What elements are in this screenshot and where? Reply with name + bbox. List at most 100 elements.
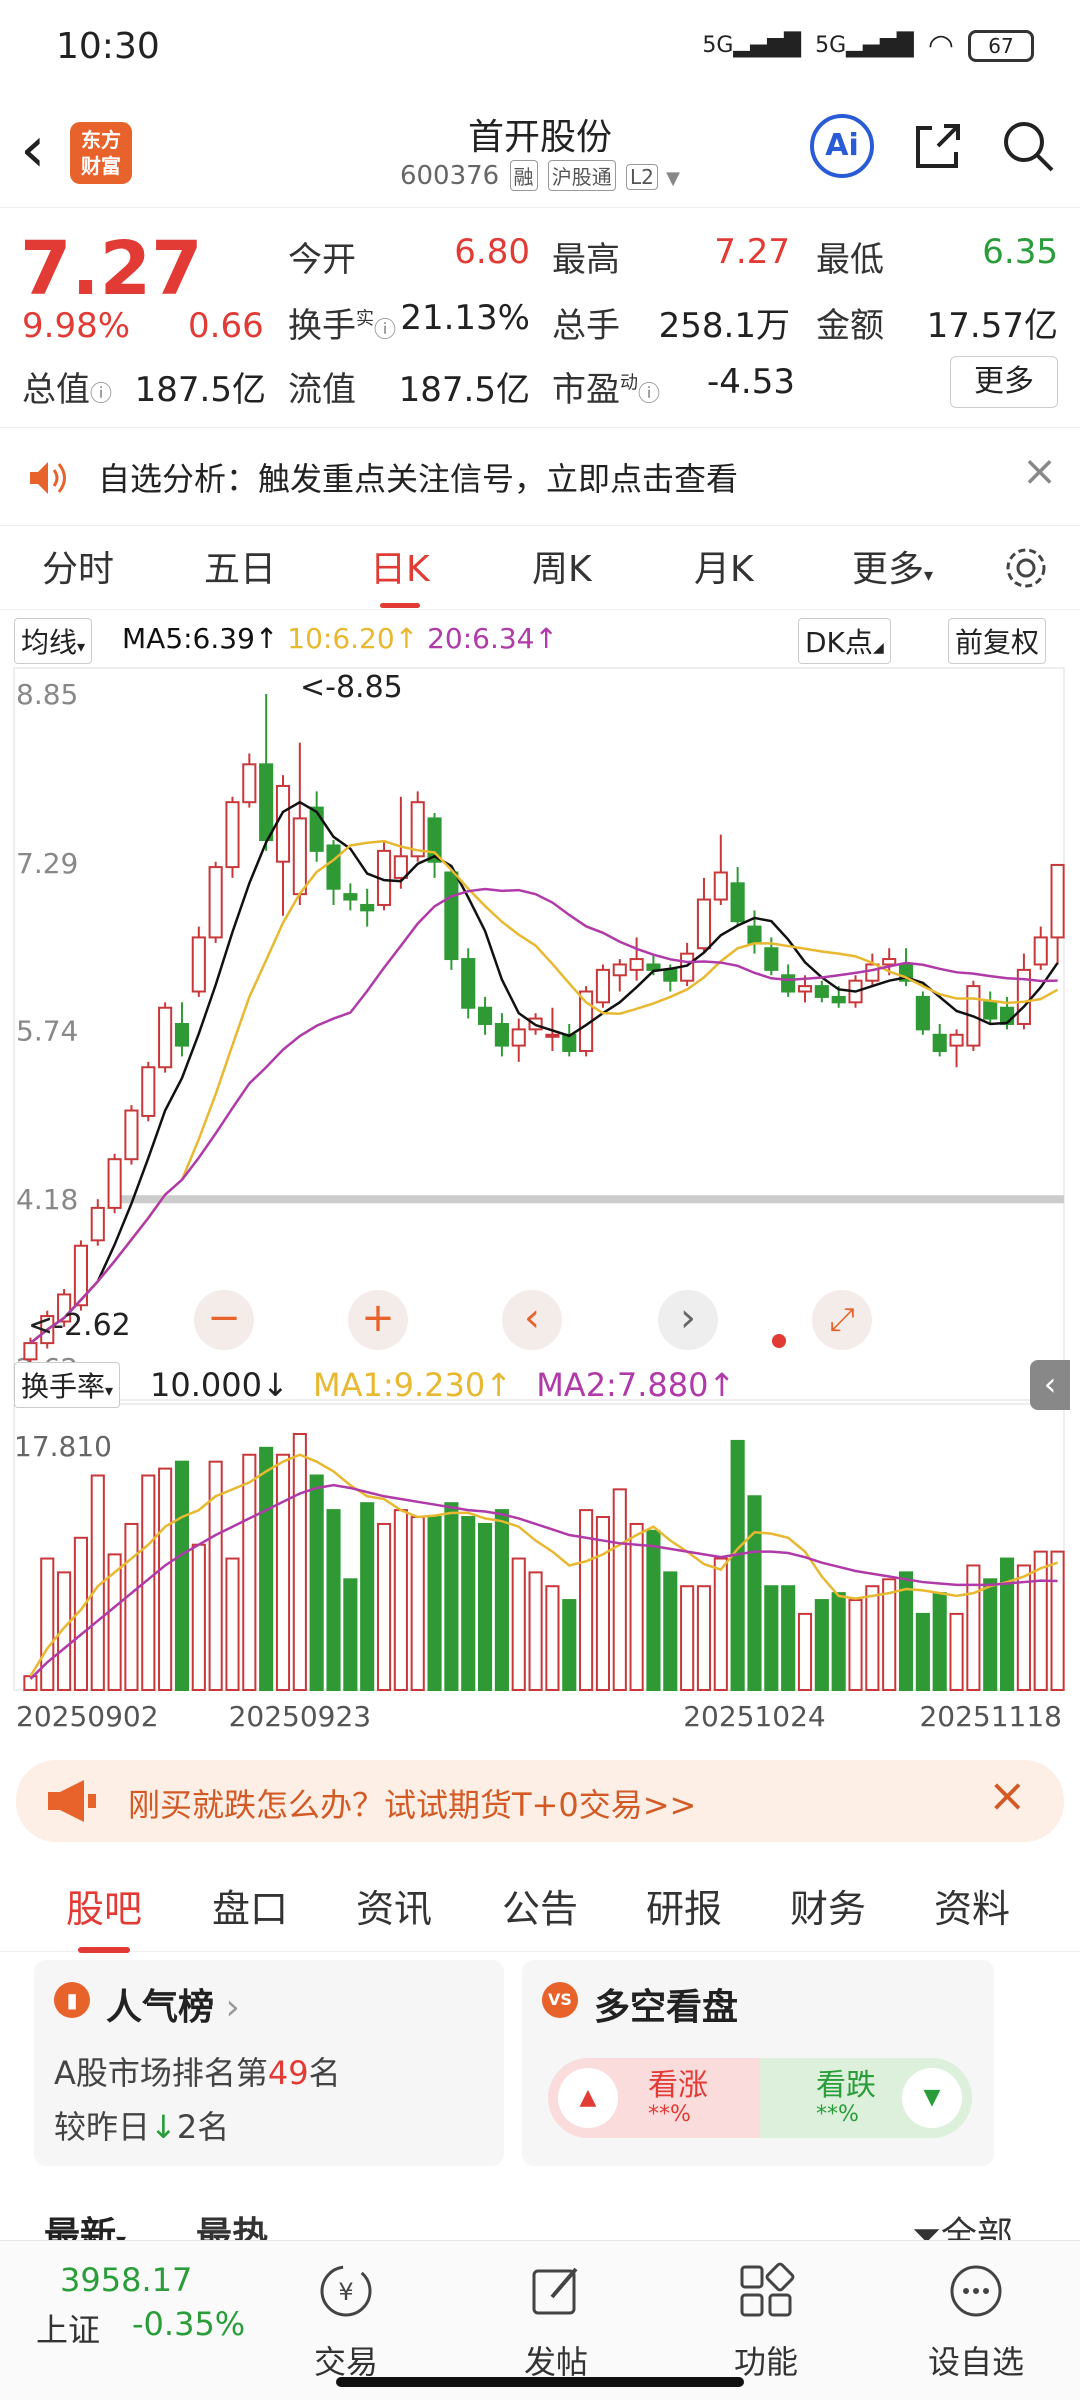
tab-news[interactable]: 资讯 xyxy=(356,1887,433,1931)
turnover-bar xyxy=(275,1453,291,1692)
nav-add-watchlist[interactable]: 设自选 xyxy=(906,2261,1046,2383)
indicator-select[interactable]: 均线▾ xyxy=(14,618,93,664)
nav-trade[interactable]: ¥ 交易 xyxy=(276,2261,416,2383)
tab-daily-k[interactable]: 日K xyxy=(370,540,430,608)
quote-panel: 7.27 9.98% 0.66 今开 6.80 最高 7.27 最低 6.35 … xyxy=(0,208,1080,428)
svg-text:¥: ¥ xyxy=(338,2278,353,2306)
turnover-bar xyxy=(612,1488,627,1692)
stock-header: ‹ 东方 财富 首开股份 600376 融 沪股通 L2 ▼ Ai xyxy=(0,100,1080,208)
popularity-card[interactable]: ▮ 人气榜 › A股市场排名第49名 较昨日↓2名 xyxy=(34,1960,504,2166)
tab-more-label: 更多 xyxy=(852,549,925,590)
sub-indicator-select[interactable]: 换手率▾ xyxy=(14,1362,121,1408)
candle xyxy=(595,968,610,1004)
tab-intraday[interactable]: 分时 xyxy=(42,549,115,590)
open-label: 今开 xyxy=(288,240,356,280)
tab-announcements[interactable]: 公告 xyxy=(502,1887,579,1931)
turnover-bar xyxy=(376,1522,392,1691)
candle xyxy=(831,995,846,1004)
chevron-down-icon[interactable]: ▼ xyxy=(666,168,681,189)
bull-button[interactable]: ▲ 看涨 **% xyxy=(548,2058,760,2138)
turnover-bar xyxy=(1050,1550,1065,1692)
zoom-out-button[interactable]: − xyxy=(194,1290,254,1350)
futures-banner[interactable]: 刚买就跌怎么办？试试期货T+0交易>> × xyxy=(16,1760,1064,1842)
search-icon[interactable] xyxy=(998,116,1058,176)
low-value: 6.35 xyxy=(982,232,1058,272)
info-icon[interactable]: ⓘ xyxy=(374,318,397,343)
dk-point-select[interactable]: DK点◢ xyxy=(798,618,891,664)
settings-icon[interactable] xyxy=(1000,542,1052,594)
rank-prefix: A股市场排名第 xyxy=(54,2054,268,2092)
chart-bar-icon: ▮ xyxy=(54,1982,90,2018)
candle xyxy=(73,1244,88,1307)
turnover-bar xyxy=(814,1599,829,1692)
tab-more[interactable]: 更多▾ xyxy=(852,540,933,592)
turnover-bar xyxy=(696,1585,712,1691)
index-value[interactable]: 3958.17 xyxy=(60,2261,193,2299)
fullscreen-icon[interactable]: ⤢ xyxy=(812,1290,872,1350)
turnover-bar xyxy=(848,1599,863,1692)
turnover-bar xyxy=(1016,1564,1031,1692)
adjust-select[interactable]: 前复权 xyxy=(948,618,1047,664)
bear-button[interactable]: 看跌 **% ▼ xyxy=(760,2058,972,2138)
turnover-bar xyxy=(410,1516,425,1692)
ma20-line xyxy=(29,887,1058,1345)
bear-label: 看跌 xyxy=(816,2068,876,2103)
bull-bear-card[interactable]: VS 多空看盘 ▲ 看涨 **% 看跌 **% ▼ xyxy=(522,1960,994,2166)
tab-five-day[interactable]: 五日 xyxy=(204,549,277,590)
info-icon[interactable]: ⓘ xyxy=(638,382,661,407)
tab-finance[interactable]: 财务 xyxy=(790,1887,867,1931)
turnover-ma2-line xyxy=(29,1483,1058,1680)
close-icon[interactable]: × xyxy=(988,1768,1027,1822)
info-icon[interactable]: ⓘ xyxy=(90,382,113,407)
turnover-ma-lines xyxy=(29,1453,1058,1680)
ai-button[interactable]: Ai xyxy=(810,114,874,178)
candle xyxy=(292,817,307,896)
turnover-bar xyxy=(983,1578,998,1692)
turnover-bar xyxy=(292,1433,307,1691)
tab-profile[interactable]: 资料 xyxy=(934,1887,1011,1931)
collapse-panel-button[interactable]: ‹ xyxy=(1030,1360,1070,1410)
index-change[interactable]: -0.35% xyxy=(132,2305,246,2343)
candle xyxy=(646,963,661,971)
candle xyxy=(259,763,274,842)
zoom-in-button[interactable]: + xyxy=(348,1290,408,1350)
candle xyxy=(478,1006,493,1025)
more-button[interactable]: 更多 xyxy=(950,356,1058,408)
tab-weekly-k[interactable]: 周K xyxy=(532,549,592,590)
candle xyxy=(393,855,408,879)
app-logo[interactable]: 东方 财富 xyxy=(70,122,132,184)
turnover-bar xyxy=(174,1460,190,1691)
share-icon[interactable] xyxy=(908,116,968,176)
tab-forum[interactable]: 股吧 xyxy=(66,1878,142,1953)
nav-functions[interactable]: 功能 xyxy=(696,2261,836,2383)
rank-change-prefix: 较昨日 xyxy=(54,2108,151,2146)
signal-label: 5G xyxy=(815,33,847,58)
tab-orderbook[interactable]: 盘口 xyxy=(212,1887,289,1931)
rank-change-line: 较昨日↓2名 xyxy=(54,2102,229,2148)
candle xyxy=(764,947,779,971)
index-name[interactable]: 上证 xyxy=(36,2311,101,2349)
kline-svg[interactable]: 8.857.295.744.182.62 2025090220250923202… xyxy=(0,664,1080,1742)
candle xyxy=(612,963,627,977)
arrow-up-icon: ↑ xyxy=(485,1366,513,1404)
turnover-bar xyxy=(680,1585,695,1691)
analysis-notice[interactable]: 自选分析：触发重点关注信号，立即点击查看 × xyxy=(0,430,1080,526)
scroll-right-button[interactable]: › xyxy=(658,1290,718,1350)
tab-research[interactable]: 研报 xyxy=(646,1887,723,1931)
back-icon[interactable]: ‹ xyxy=(20,113,46,187)
edit-icon xyxy=(532,2267,578,2315)
chevron-right-icon: › xyxy=(214,1987,240,2028)
close-icon[interactable]: × xyxy=(1022,446,1058,495)
tab-monthly-k[interactable]: 月K xyxy=(694,549,754,590)
candle xyxy=(174,1022,190,1047)
turnover-bar xyxy=(225,1557,240,1691)
turnover-bar xyxy=(57,1571,72,1691)
volume-value: 258.1万 xyxy=(658,306,790,346)
turnover-bar xyxy=(242,1453,257,1692)
nav-post-label: 发帖 xyxy=(523,2343,588,2381)
nav-post[interactable]: 发帖 xyxy=(486,2261,626,2383)
bull-bear-title: 多空看盘 xyxy=(594,1987,739,2028)
scroll-left-button[interactable]: ‹ xyxy=(502,1290,562,1350)
turnover-value: 21.13% xyxy=(400,298,530,338)
candle xyxy=(343,893,358,901)
